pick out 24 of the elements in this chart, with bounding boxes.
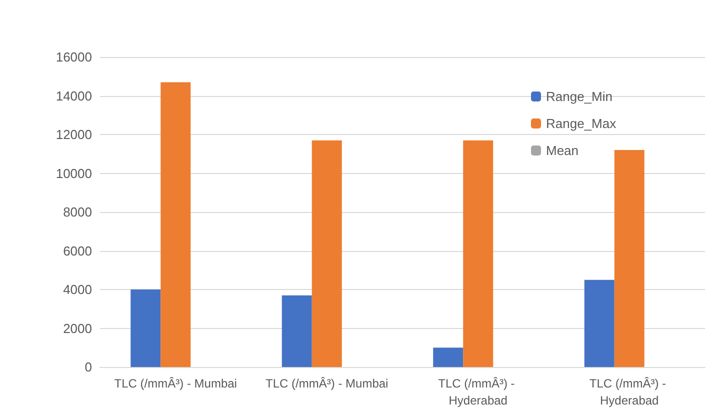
legend-label: Range_Min xyxy=(546,89,612,104)
x-tick-label: TLC (/mmÂ³) - Mumbai xyxy=(114,376,237,390)
y-tick-label: 16000 xyxy=(56,50,92,64)
bar xyxy=(614,150,644,367)
y-tick-label: 8000 xyxy=(63,204,92,220)
legend-label: Mean xyxy=(546,143,579,158)
y-tick-label: 14000 xyxy=(56,88,92,104)
y-tick-label: 4000 xyxy=(63,282,92,297)
bar xyxy=(160,82,191,367)
y-tick-label: 2000 xyxy=(63,320,92,336)
legend-label: Range_Max xyxy=(546,116,617,131)
y-tick-label: 6000 xyxy=(63,243,92,258)
x-tick-label: TLC (/mmÂ³) - Hyderabad xyxy=(589,376,670,408)
x-tick-label: TLC (/mmÂ³) - Hyderabad xyxy=(438,376,518,408)
bar xyxy=(312,140,342,367)
bar xyxy=(463,140,494,367)
y-tick-label: 10000 xyxy=(56,166,92,181)
bar xyxy=(584,280,614,367)
y-tick-label: 12000 xyxy=(56,127,92,142)
y-tick-label: 0 xyxy=(84,360,92,374)
bar xyxy=(130,290,161,367)
bar xyxy=(433,348,464,367)
x-tick-label: TLC (/mmÂ³) - Mumbai xyxy=(266,376,388,390)
bar xyxy=(282,295,312,367)
